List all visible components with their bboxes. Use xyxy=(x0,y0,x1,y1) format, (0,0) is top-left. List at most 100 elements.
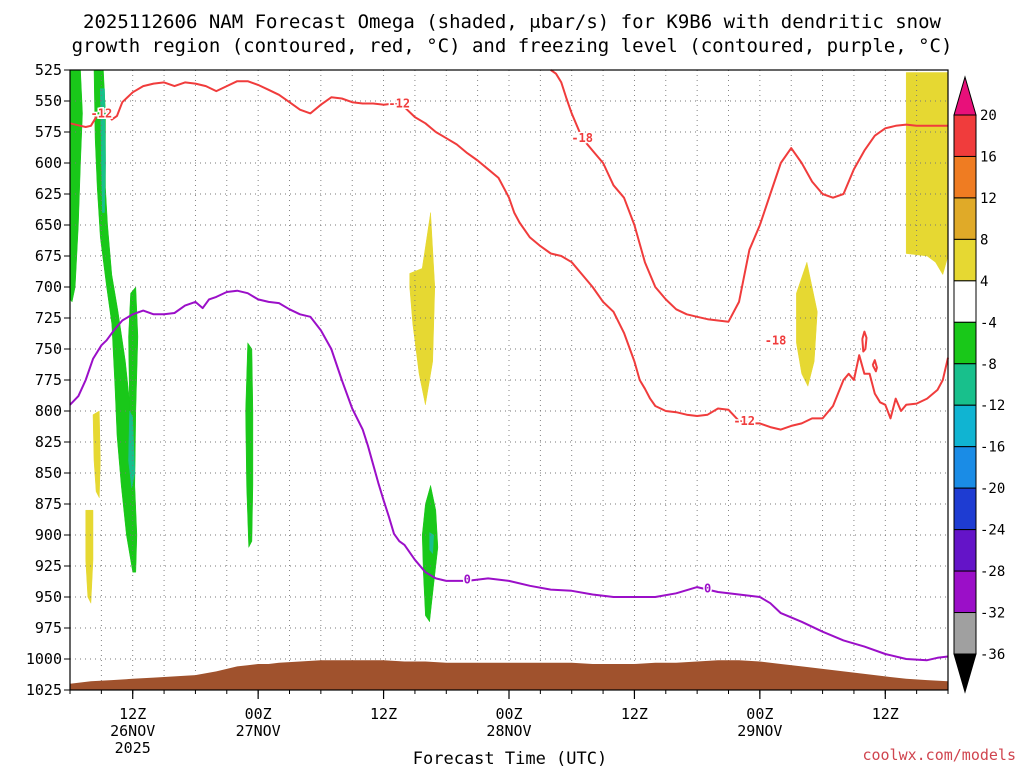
grid-lines xyxy=(70,69,948,691)
contour-label-7: 0 xyxy=(704,581,711,595)
contour-label-4: -18 xyxy=(765,333,787,347)
y-tick-label-650: 650 xyxy=(35,216,62,234)
colorbar-label-8: -12 xyxy=(980,398,1005,414)
y-tick-label-600: 600 xyxy=(35,154,62,172)
y-axis: 525 550 575 600 625 650 675 700 725 750 775 800 825 8… xyxy=(26,61,70,699)
omega-region-7 xyxy=(421,485,439,623)
colorbar-box-6 xyxy=(953,321,977,365)
colorbar-label-12: -28 xyxy=(980,564,1005,580)
x-date-label-2: 27NOV xyxy=(236,722,281,740)
colorbar-bottom-triangle xyxy=(953,653,977,694)
title-line-2: growth region (contoured, red, °C) and f… xyxy=(72,35,953,57)
x-tick-label-2: 00Z xyxy=(245,705,272,723)
omega-region-12 xyxy=(796,261,818,387)
omega-region-13 xyxy=(905,72,949,276)
y-tick-label-625: 625 xyxy=(35,185,62,203)
isotherm-minus12-line xyxy=(69,80,949,431)
y-tick-label-675: 675 xyxy=(35,247,62,265)
y-tick-label-700: 700 xyxy=(35,278,62,296)
y-tick-label-900: 900 xyxy=(35,526,62,544)
contour-label-6: 0 xyxy=(464,573,471,587)
x-date-label-4: 28NOV xyxy=(486,722,531,740)
x-tick-label-3: 12Z xyxy=(370,705,397,723)
y-tick-label-550: 550 xyxy=(35,92,62,110)
colorbar-box-5 xyxy=(953,280,977,323)
omega-region-8 xyxy=(429,532,434,555)
colorbar-label-11: -24 xyxy=(980,523,1005,539)
colorbar-label-14: -36 xyxy=(980,647,1005,663)
y-tick-label-775: 775 xyxy=(35,371,62,389)
omega-region-5 xyxy=(128,410,136,488)
omega-region-1 xyxy=(69,69,83,303)
y-tick-label-975: 975 xyxy=(35,619,62,637)
colorbar-box-3 xyxy=(953,197,977,240)
y-tick-label-525: 525 xyxy=(35,61,62,79)
y-tick-label-1025: 1025 xyxy=(26,681,62,699)
isotherm-minus18-line xyxy=(550,69,948,323)
terrain-area xyxy=(70,660,948,690)
omega-region-4 xyxy=(100,88,106,213)
x-date-label-6: 29NOV xyxy=(737,722,782,740)
colorbar: 20 16 12 8 4 -4 -8 -12 -16 -20 -24 -28 -32 -36 xyxy=(953,75,1005,694)
colorbar-box-4 xyxy=(953,238,977,282)
colorbar-label-1: 20 xyxy=(980,108,997,124)
y-tick-label-1000: 1000 xyxy=(26,650,62,668)
omega-region-6 xyxy=(245,342,254,549)
colorbar-label-7: -8 xyxy=(980,357,997,373)
x-tick-label-6: 00Z xyxy=(746,705,773,723)
colorbar-box-1 xyxy=(953,114,977,157)
y-tick-label-875: 875 xyxy=(35,495,62,513)
x-tick-label-4: 00Z xyxy=(495,705,522,723)
colorbar-label-13: -32 xyxy=(980,606,1005,622)
title-line-1: 2025112606 NAM Forecast Omega (shaded, μ… xyxy=(83,11,941,33)
colorbar-box-11 xyxy=(953,529,977,572)
omega-shaded-regions xyxy=(69,69,949,623)
colorbar-label-3: 12 xyxy=(980,191,997,207)
colorbar-box-2 xyxy=(953,155,977,199)
y-tick-label-850: 850 xyxy=(35,464,62,482)
colorbar-label-4: 8 xyxy=(980,232,988,248)
colorbar-box-10 xyxy=(953,487,977,531)
colorbar-label-10: -20 xyxy=(980,481,1005,497)
y-tick-label-725: 725 xyxy=(35,309,62,327)
x-tick-label-1: 12Z xyxy=(119,705,146,723)
omega-region-9 xyxy=(92,410,101,498)
y-tick-label-750: 750 xyxy=(35,340,62,358)
plot-area: -12 -12 -18 -18 -12 0 0 xyxy=(69,69,949,691)
y-tick-label-950: 950 xyxy=(35,588,62,606)
freezing-level-line xyxy=(69,289,949,662)
chart-title: 2025112606 NAM Forecast Omega (shaded, μ… xyxy=(72,11,953,57)
colorbar-box-9 xyxy=(953,446,977,489)
colorbar-label-6: -4 xyxy=(980,315,997,331)
colorbar-box-13 xyxy=(953,612,977,655)
contour-label-2: -12 xyxy=(388,96,410,110)
x-tick-label-5: 12Z xyxy=(621,705,648,723)
y-tick-label-800: 800 xyxy=(35,402,62,420)
credit-text: coolwx.com/models xyxy=(862,746,1016,764)
contour-label-5: -12 xyxy=(733,414,755,428)
contour-labels: -12 -12 -18 -18 -12 0 0 xyxy=(89,95,788,597)
colorbar-label-2: 16 xyxy=(980,149,997,165)
contour-label-1: -12 xyxy=(91,106,113,120)
colorbar-box-7 xyxy=(953,363,977,406)
isotherm-small-loop-2 xyxy=(871,359,878,373)
colorbar-label-9: -16 xyxy=(980,440,1005,456)
y-tick-label-825: 825 xyxy=(35,433,62,451)
colorbar-box-12 xyxy=(953,570,977,614)
contour-label-3: -18 xyxy=(571,131,593,145)
x-date-label-1: 26NOV xyxy=(110,722,155,740)
colorbar-top-triangle xyxy=(953,75,977,116)
colorbar-label-5: 4 xyxy=(980,274,988,290)
x-tick-label-7: 12Z xyxy=(872,705,899,723)
terrain-fill xyxy=(70,660,948,690)
y-tick-label-575: 575 xyxy=(35,123,62,141)
x-axis-label: Forecast Time (UTC) xyxy=(413,749,607,768)
colorbar-box-8 xyxy=(953,404,977,448)
omega-region-11 xyxy=(409,212,436,405)
omega-region-10 xyxy=(85,509,94,605)
contour-lines xyxy=(69,69,949,662)
x-year-label-1: 2025 xyxy=(115,739,151,757)
isotherm-small-loop-1 xyxy=(861,330,868,353)
